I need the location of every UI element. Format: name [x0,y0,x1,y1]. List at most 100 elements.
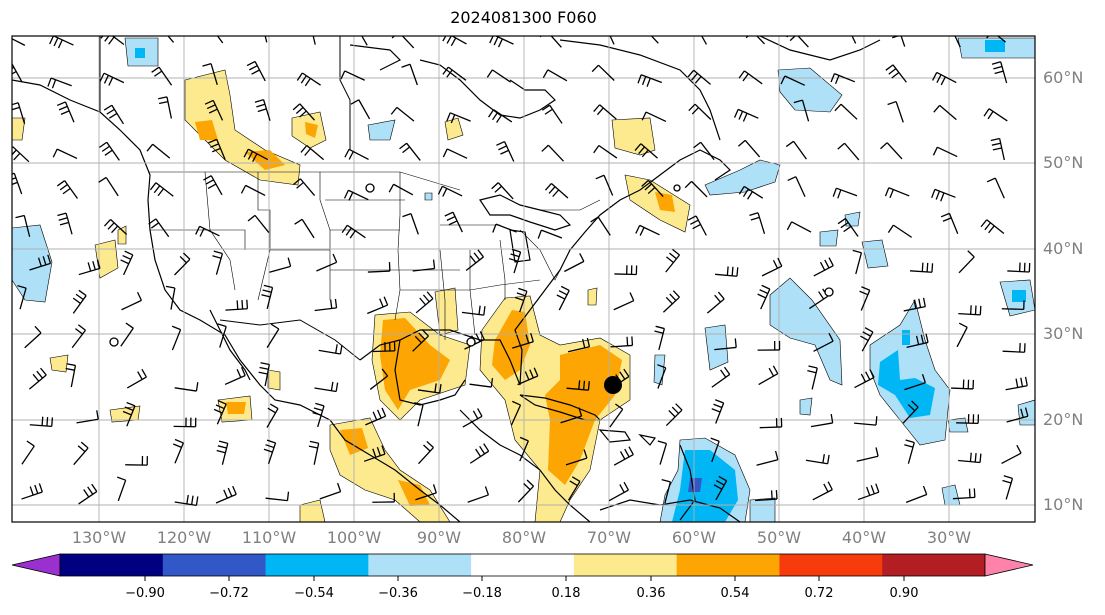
wind-barb [172,438,184,464]
wind-barb [856,447,879,462]
colorbar-tick-label: −0.18 [462,586,502,601]
wind-barb [830,73,856,85]
wind-barb [980,219,1005,235]
wind-barb [591,64,615,81]
negative-anomaly-region [985,40,1005,52]
wind-barb [462,408,483,428]
wind-barb [805,453,830,465]
wind-barb [834,103,858,120]
colorbar-segment [471,554,575,576]
wind-barb [344,148,369,160]
colorbar-segment [162,554,267,576]
negative-anomaly-region [777,67,843,113]
wind-barb [442,148,468,159]
wind-barb [613,292,635,311]
wind-barb [810,413,834,428]
wind-barb [258,362,270,387]
wind-barb [467,486,490,503]
colorbar-tick-label: 0.18 [551,586,581,601]
colorbar-tick-label: 0.36 [636,586,666,601]
negative-anomaly-region [672,450,738,522]
positive-anomaly-region [299,499,326,522]
station-marker [109,337,119,347]
wind-barb [1005,376,1028,391]
wind-barb [367,262,391,273]
wind-barb [29,254,52,271]
wind-barb [931,188,956,202]
wind-barb [812,481,833,501]
wind-barb [217,323,227,348]
wind-barb [711,366,731,388]
wind-barb [958,250,975,274]
wind-barb [932,146,958,158]
colorbar-segment [60,554,164,576]
wind-barb [165,285,176,310]
wind-barb [904,439,915,464]
wind-barb [595,174,614,196]
wind-barb [738,185,764,200]
wind-barb [12,38,26,46]
colorbar-tick-label: 0.72 [804,586,834,601]
wind-barb [465,249,484,271]
wind-barb [837,142,860,161]
wind-barb [151,66,173,86]
wind-barb [609,36,615,45]
wind-barb [29,416,54,428]
colorbar-segment [676,554,780,576]
wind-barb [933,104,957,121]
colorbar-tick-label: −0.72 [209,586,249,601]
wind-barb [417,383,442,394]
wind-barb [956,414,980,425]
wind-barb [125,456,148,466]
wind-barb [126,368,147,389]
wind-barb [103,104,125,125]
wind-barb [880,142,903,160]
wind-barb [390,106,415,122]
wind-barb [444,211,463,233]
wind-barb [402,213,419,235]
wind-barb [414,402,424,427]
wind-barb [340,70,365,81]
wind-barb [266,403,279,428]
wind-barb [293,178,316,196]
wind-barb [884,187,910,199]
wind-barb [593,144,618,159]
lon-tick-label: 100°W [326,528,382,547]
wind-barb [446,112,471,124]
wind-barb [860,327,874,352]
lon-tick-label: 120°W [156,528,212,547]
station-marker [824,287,834,297]
wind-barb [710,437,720,463]
wind-barb [780,75,806,86]
wind-barb [361,36,368,46]
wind-barb [590,216,611,236]
wind-barb [837,218,859,237]
positive-anomaly-region [267,369,281,391]
wind-barb [539,36,562,48]
wind-barb [78,259,101,276]
wind-barb [991,61,1008,84]
wind-barb [56,101,75,123]
colorbar-segment [368,554,472,576]
weather-map [11,35,1036,523]
wind-barb [951,379,975,390]
wind-barb [264,36,268,43]
wind-barb [269,257,292,273]
wind-barb [363,445,386,462]
lat-tick-label: 30°N [1043,324,1084,343]
wind-barb [224,367,246,386]
wind-barb [47,77,72,89]
positive-anomaly-region [398,480,430,506]
wind-barb [665,403,683,426]
lon-tick-label: 130°W [71,528,127,547]
positive-anomaly-region [434,287,459,336]
wind-barb [52,148,78,160]
wind-barb [100,36,125,45]
wind-barb [990,137,1005,161]
wind-barb [637,74,663,87]
wind-barbs [12,36,1031,506]
wind-barb [614,265,638,276]
wind-barb [103,219,128,235]
wind-barb [314,298,338,312]
wind-barb [565,449,588,466]
